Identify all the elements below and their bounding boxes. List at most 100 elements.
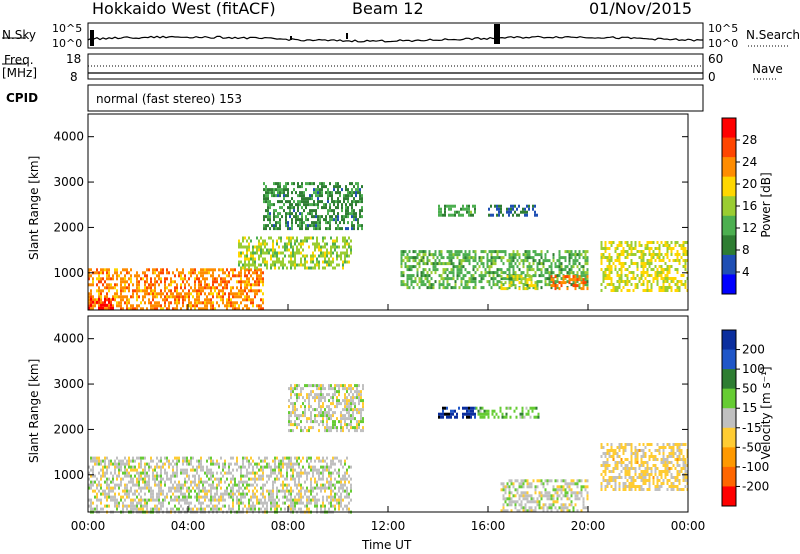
data-cell	[176, 486, 178, 490]
data-cell	[128, 495, 130, 499]
data-cell	[550, 280, 553, 284]
data-cell	[294, 477, 296, 481]
data-cell	[300, 387, 302, 391]
data-cell	[294, 384, 296, 388]
data-cell	[90, 300, 92, 304]
data-cell	[98, 297, 100, 301]
data-cell	[326, 420, 328, 424]
data-cell	[330, 504, 332, 508]
data-cell	[114, 492, 116, 496]
data-cell	[226, 492, 228, 496]
data-cell	[614, 265, 617, 268]
data-cell	[234, 301, 236, 305]
data-cell	[326, 393, 328, 397]
data-cell	[348, 423, 350, 427]
data-region	[238, 236, 352, 270]
data-cell	[406, 280, 409, 284]
data-cell	[132, 295, 134, 299]
data-cell	[322, 239, 324, 243]
data-cell	[544, 271, 547, 275]
data-cell	[134, 274, 136, 278]
data-cell	[322, 420, 324, 424]
data-cell	[652, 280, 655, 283]
data-cell	[564, 259, 567, 263]
data-cell	[132, 477, 134, 481]
data-cell	[540, 482, 543, 486]
data-cell	[346, 248, 348, 252]
data-cell	[98, 286, 100, 290]
data-cell	[299, 203, 301, 207]
data-cell	[238, 260, 240, 264]
data-cell	[325, 203, 327, 207]
data-cell	[234, 492, 236, 496]
data-cell	[668, 268, 671, 271]
data-cell	[542, 265, 545, 269]
data-cell	[479, 406, 482, 410]
data-cell	[608, 283, 611, 286]
data-cell	[150, 289, 152, 293]
data-cell	[302, 254, 304, 258]
data-cell	[652, 268, 655, 271]
data-cell	[288, 498, 290, 502]
data-cell	[580, 491, 583, 495]
data-cell	[290, 477, 292, 481]
data-cell	[162, 492, 164, 496]
data-cell	[329, 215, 331, 219]
data-cell	[272, 498, 274, 502]
data-cell	[349, 194, 351, 198]
data-cell	[128, 465, 130, 469]
data-cell	[630, 241, 633, 244]
data-cell	[662, 277, 665, 280]
data-cell	[210, 483, 212, 487]
data-cell	[335, 215, 337, 219]
data-cell	[582, 265, 585, 269]
data-cell	[359, 209, 361, 213]
data-cell	[636, 283, 639, 286]
data-cell	[206, 283, 208, 287]
data-cell	[412, 265, 415, 269]
data-cell	[275, 221, 277, 225]
data-cell	[470, 256, 473, 260]
data-cell	[354, 396, 356, 400]
data-cell	[271, 194, 273, 198]
data-cell	[361, 194, 363, 198]
data-cell	[518, 256, 521, 260]
data-cell	[312, 257, 314, 261]
data-cell	[624, 268, 627, 271]
data-cell	[502, 283, 505, 287]
data-cell	[510, 509, 513, 513]
data-cell	[312, 426, 314, 430]
data-cell	[285, 224, 287, 228]
data-cell	[238, 274, 240, 278]
data-cell	[273, 191, 275, 195]
data-cell	[428, 274, 431, 278]
data-cell	[226, 286, 228, 290]
data-cell	[552, 271, 555, 275]
data-cell	[500, 287, 503, 291]
data-cell	[328, 399, 330, 403]
data-cell	[246, 283, 248, 287]
data-cell	[319, 188, 321, 192]
data-cell	[346, 456, 348, 460]
data-cell	[228, 468, 230, 472]
data-region	[400, 250, 589, 290]
data-cell	[88, 504, 90, 508]
data-cell	[218, 283, 220, 287]
data-cell	[262, 474, 264, 478]
data-cell	[302, 242, 304, 246]
data-cell	[108, 306, 110, 310]
data-cell	[222, 462, 224, 466]
data-cell	[324, 251, 326, 255]
data-cell	[258, 242, 260, 246]
data-cell	[246, 474, 248, 478]
data-cell	[462, 277, 465, 281]
data-cell	[452, 256, 455, 260]
data-cell	[428, 286, 431, 290]
data-cell	[178, 489, 180, 493]
data-cell	[313, 209, 315, 213]
data-cell	[134, 504, 136, 508]
data-cell	[344, 480, 346, 484]
data-cell	[146, 277, 148, 281]
data-cell	[634, 283, 637, 286]
data-cell	[334, 384, 336, 388]
